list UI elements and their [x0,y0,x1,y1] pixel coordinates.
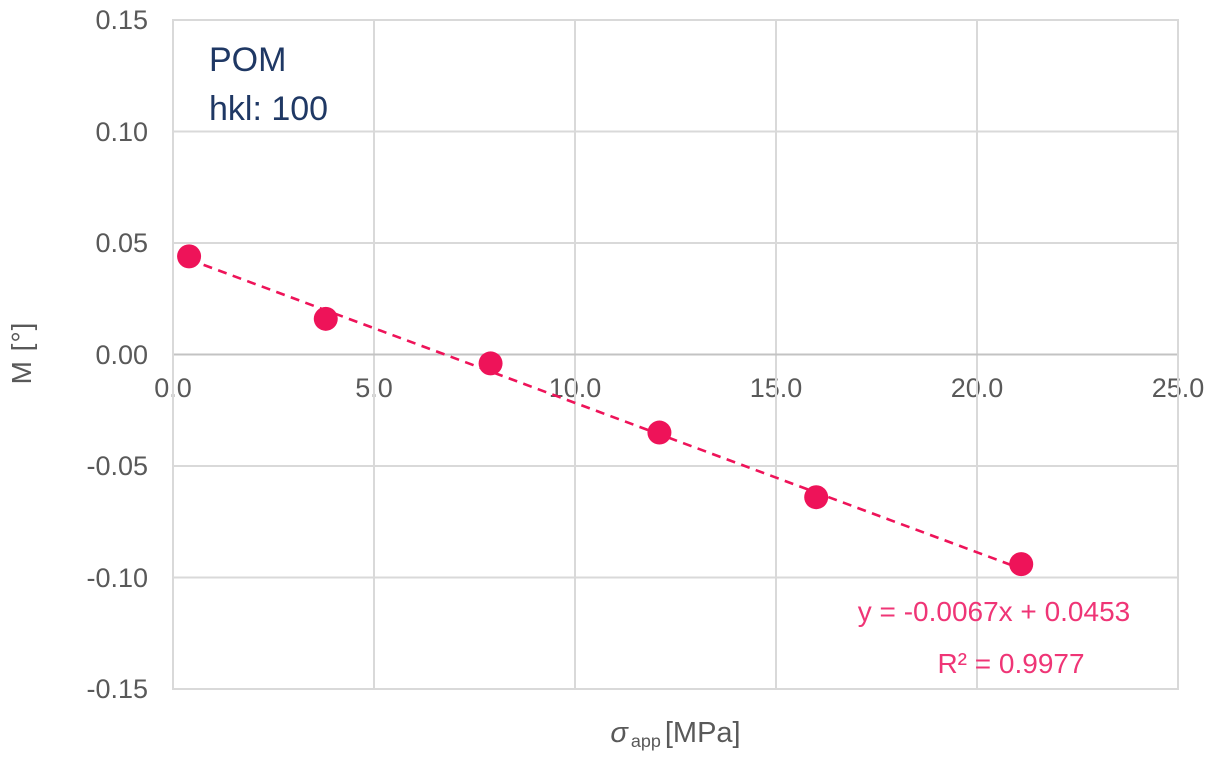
x-tick-label: 5.0 [355,372,393,403]
x-tick-label: 20.0 [950,372,1004,403]
trendline-r-squared-label: R² = 0.9977 [937,648,1085,679]
y-tick-label: 0.15 [95,5,148,35]
y-tick-label: -0.10 [86,562,148,593]
y-tick-label: -0.05 [86,451,148,481]
x-tick-label: 25.0 [1151,372,1205,403]
trendline-equation-label: y = -0.0067x + 0.0453 [857,596,1131,627]
y-tick-label: 0.00 [95,339,148,370]
y-tick-label: -0.15 [86,674,148,704]
x-axis-title-subscript: app [630,731,661,752]
y-tick-label: 0.10 [95,116,148,147]
annotation-material: POM [209,41,287,79]
x-axis-title-symbol: σ [610,717,628,749]
annotation-label: POM hkl: 100 [209,36,328,134]
x-tick-label: 10.0 [548,372,602,403]
x-axis-title-unit: [MPa] [664,717,741,749]
y-tick-label: 0.05 [95,228,148,258]
x-tick-label: 15.0 [749,372,803,403]
annotation-hkl: hkl: 100 [209,90,329,128]
y-axis-title: M [°] [6,321,37,385]
x-axis-title: σ app [MPa] [173,717,1178,752]
x-tick-label: 0.0 [154,372,192,403]
